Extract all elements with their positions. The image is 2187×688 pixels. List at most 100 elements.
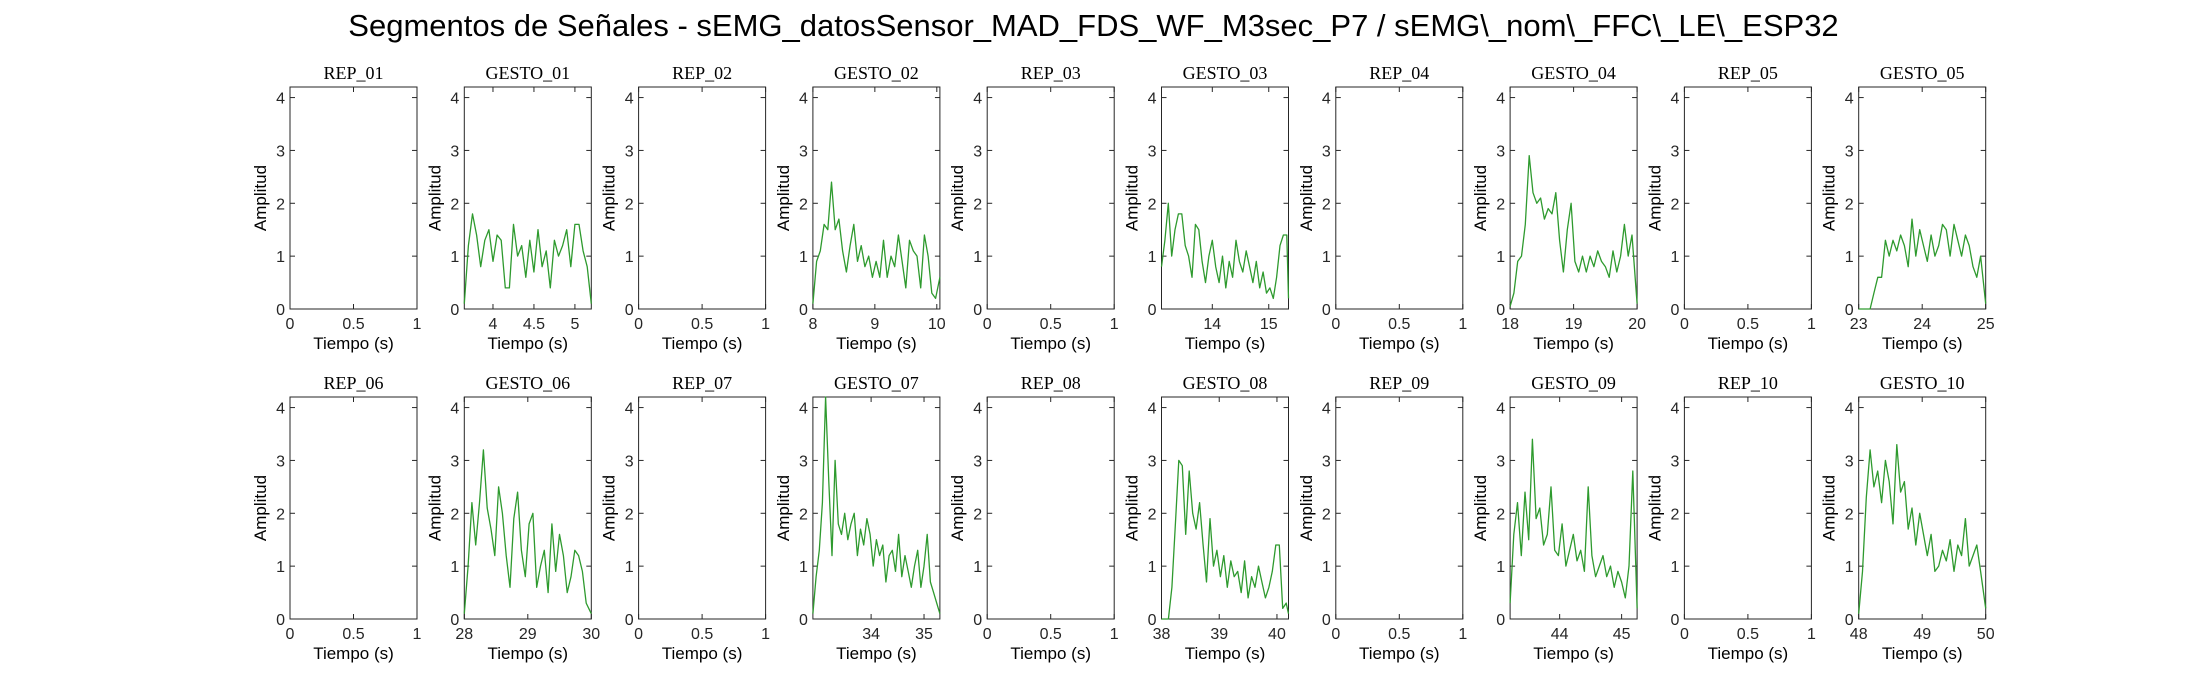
y-axis-label: Amplitud (1123, 475, 1142, 541)
y-tick-label: 3 (625, 143, 634, 160)
y-axis-label: Amplitud (1645, 165, 1664, 231)
plot-frame (1858, 86, 1987, 310)
x-tick-label: 1 (1110, 316, 1119, 333)
y-tick-label: 2 (1496, 506, 1505, 523)
plot-frame (463, 396, 592, 620)
y-tick-label: 0 (799, 612, 808, 629)
y-axis-label: Amplitud (948, 165, 967, 231)
subplot-title: REP_07 (672, 373, 732, 393)
plot-frame (1509, 396, 1638, 620)
y-tick-label: 3 (1670, 453, 1679, 470)
y-axis-label: Amplitud (1471, 165, 1490, 231)
subplot-rep-03: REP_03 0 1 2 3 4 0 0.5 1 Tiempo (s) Amplitud (948, 63, 1119, 353)
x-tick-label: 39 (1210, 626, 1228, 643)
y-tick-label: 0 (973, 612, 982, 629)
y-tick-label: 2 (1845, 196, 1854, 213)
x-tick-label: 35 (915, 626, 933, 643)
y-tick-label: 1 (450, 559, 459, 576)
y-axis-label: Amplitud (425, 165, 444, 231)
figure-title: Segmentos de Señales - sEMG_datosSensor_… (348, 8, 1839, 43)
x-tick-label: 0 (634, 316, 643, 333)
x-tick-label: 0.5 (1040, 626, 1062, 643)
subplot-title: GESTO_09 (1531, 373, 1616, 393)
subplot-gesto-04: GESTO_04 0 1 2 3 4 18 19 20 Tiempo (s) Amplitud (1471, 63, 1646, 353)
subplot-title: REP_05 (1718, 63, 1778, 83)
plot-frame (986, 86, 1115, 310)
y-tick-label: 4 (1670, 401, 1679, 418)
y-tick-label: 0 (1322, 302, 1331, 319)
y-tick-label: 3 (625, 453, 634, 470)
y-tick-label: 3 (1148, 143, 1157, 160)
x-tick-label: 34 (862, 626, 880, 643)
x-tick-label: 1 (1807, 316, 1816, 333)
y-tick-label: 3 (1496, 453, 1505, 470)
x-tick-label: 0.5 (342, 626, 364, 643)
y-axis-label: Amplitud (1123, 165, 1142, 231)
y-axis-label: Amplitud (600, 475, 619, 541)
subplot-title: REP_06 (323, 373, 383, 393)
subplot-title: REP_01 (323, 63, 383, 83)
subplot-title: GESTO_04 (1531, 63, 1616, 83)
y-tick-label: 1 (1845, 249, 1854, 266)
y-tick-label: 2 (1670, 506, 1679, 523)
y-tick-label: 0 (799, 302, 808, 319)
y-tick-label: 0 (1670, 612, 1679, 629)
x-tick-label: 10 (928, 316, 946, 333)
y-tick-label: 2 (276, 506, 285, 523)
plot-frame (986, 396, 1115, 620)
x-tick-label: 0 (983, 316, 992, 333)
y-tick-label: 1 (1496, 559, 1505, 576)
plot-frame (1509, 86, 1638, 310)
x-axis-label: Tiempo (s) (1359, 334, 1440, 353)
y-tick-label: 2 (625, 506, 634, 523)
x-axis-label: Tiempo (s) (1882, 644, 1963, 663)
y-tick-label: 3 (799, 143, 808, 160)
x-tick-label: 0 (286, 626, 295, 643)
y-tick-label: 3 (1496, 143, 1505, 160)
x-tick-label: 1 (761, 316, 770, 333)
y-tick-label: 3 (973, 453, 982, 470)
x-tick-label: 4.5 (523, 316, 545, 333)
y-tick-label: 3 (1148, 453, 1157, 470)
y-tick-label: 4 (1322, 401, 1331, 418)
x-tick-label: 0 (1331, 626, 1340, 643)
y-tick-label: 1 (973, 559, 982, 576)
signal-line (463, 213, 592, 304)
subplot-title: REP_08 (1021, 373, 1081, 393)
y-tick-label: 1 (1148, 249, 1157, 266)
y-tick-label: 2 (973, 196, 982, 213)
x-tick-label: 24 (1913, 316, 1931, 333)
subplot-title: GESTO_06 (485, 373, 570, 393)
x-axis-label: Tiempo (s) (487, 644, 568, 663)
y-tick-label: 4 (973, 91, 982, 108)
x-tick-label: 20 (1628, 316, 1646, 333)
x-tick-label: 0.5 (1388, 316, 1410, 333)
x-axis-label: Tiempo (s) (1010, 644, 1091, 663)
x-tick-label: 30 (582, 626, 600, 643)
y-tick-label: 4 (276, 91, 285, 108)
subplot-rep-10: REP_10 0 1 2 3 4 0 0.5 1 Tiempo (s) Amplitud (1645, 373, 1816, 663)
x-axis-label: Tiempo (s) (313, 644, 394, 663)
x-axis-label: Tiempo (s) (1708, 334, 1789, 353)
plot-frame (463, 86, 592, 310)
x-tick-label: 1 (413, 316, 422, 333)
y-tick-label: 1 (276, 559, 285, 576)
y-tick-label: 0 (1148, 302, 1157, 319)
x-tick-label: 19 (1565, 316, 1583, 333)
x-tick-label: 38 (1153, 626, 1171, 643)
x-tick-label: 5 (570, 316, 579, 333)
y-tick-label: 1 (1148, 559, 1157, 576)
x-tick-label: 48 (1850, 626, 1868, 643)
y-tick-label: 0 (1845, 302, 1854, 319)
subplot-rep-04: REP_04 0 1 2 3 4 0 0.5 1 Tiempo (s) Amplitud (1297, 63, 1468, 353)
y-tick-label: 0 (625, 612, 634, 629)
y-tick-label: 3 (450, 453, 459, 470)
y-tick-label: 1 (625, 249, 634, 266)
signal-line (1858, 443, 1987, 614)
y-tick-label: 1 (1322, 559, 1331, 576)
subplot-rep-06: REP_06 0 1 2 3 4 0 0.5 1 Tiempo (s) Amplitud (251, 373, 422, 663)
x-axis-label: Tiempo (s) (662, 644, 743, 663)
signal-line (1858, 218, 1987, 310)
